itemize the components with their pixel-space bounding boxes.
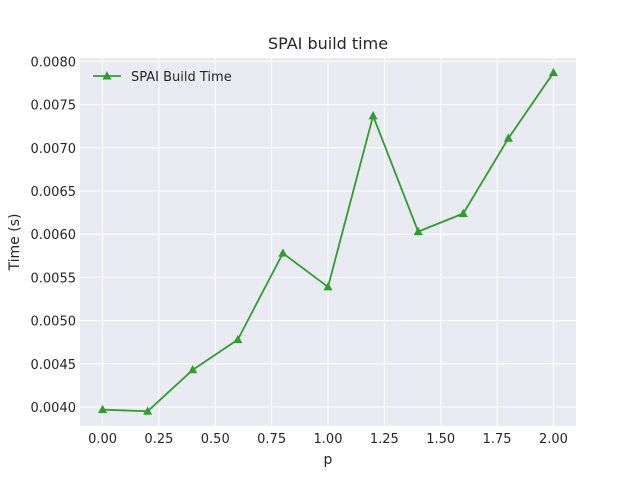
y-tick-label: 0.0060 bbox=[31, 228, 77, 243]
data-point-triangle bbox=[188, 365, 198, 374]
y-tick-label: 0.0050 bbox=[31, 315, 77, 330]
legend-triangle-icon bbox=[102, 71, 112, 80]
data-point-triangle bbox=[323, 282, 333, 291]
x-tick-label: 0.50 bbox=[201, 432, 230, 447]
x-tick-label: 1.00 bbox=[314, 432, 343, 447]
y-tick-label: 0.0045 bbox=[31, 358, 77, 373]
x-axis-label: p bbox=[324, 452, 333, 468]
data-point-triangle bbox=[233, 334, 243, 344]
data-point-triangle bbox=[278, 248, 288, 257]
y-tick-label: 0.0080 bbox=[31, 55, 77, 70]
legend-label: SPAI Build Time bbox=[131, 70, 232, 85]
x-tick-label: 0.25 bbox=[144, 432, 173, 447]
data-point-triangle bbox=[503, 133, 513, 142]
x-tick-label: 1.75 bbox=[483, 432, 512, 447]
y-tick-label: 0.0075 bbox=[31, 99, 77, 114]
y-tick-label: 0.0040 bbox=[31, 401, 77, 416]
data-point-triangle bbox=[97, 404, 108, 414]
data-point-triangle bbox=[458, 208, 468, 217]
data-point-triangle bbox=[413, 226, 423, 236]
y-tick-label: 0.0065 bbox=[31, 185, 77, 200]
data-point-triangle bbox=[368, 111, 378, 120]
data-point-triangle bbox=[548, 67, 559, 77]
chart-title: SPAI build time bbox=[268, 34, 388, 53]
y-tick-label: 0.0070 bbox=[31, 142, 77, 157]
x-tick-label: 1.50 bbox=[426, 432, 455, 447]
tick-labels: 0.00 0.25 0.50 0.75 1.00 1.25 1.50 1.75 2.00 0.00… bbox=[31, 55, 568, 447]
x-tick-label: 0.00 bbox=[88, 432, 117, 447]
x-tick-label: 1.25 bbox=[370, 432, 399, 447]
series-layer bbox=[97, 67, 559, 415]
data-point-triangle bbox=[143, 406, 153, 415]
y-tick-label: 0.0055 bbox=[31, 271, 77, 286]
legend: SPAI Build Time bbox=[93, 70, 232, 85]
grid-lines bbox=[80, 58, 576, 426]
y-axis-label: Time (s) bbox=[7, 214, 23, 272]
x-tick-label: 0.75 bbox=[257, 432, 286, 447]
x-tick-label: 2.00 bbox=[539, 432, 568, 447]
